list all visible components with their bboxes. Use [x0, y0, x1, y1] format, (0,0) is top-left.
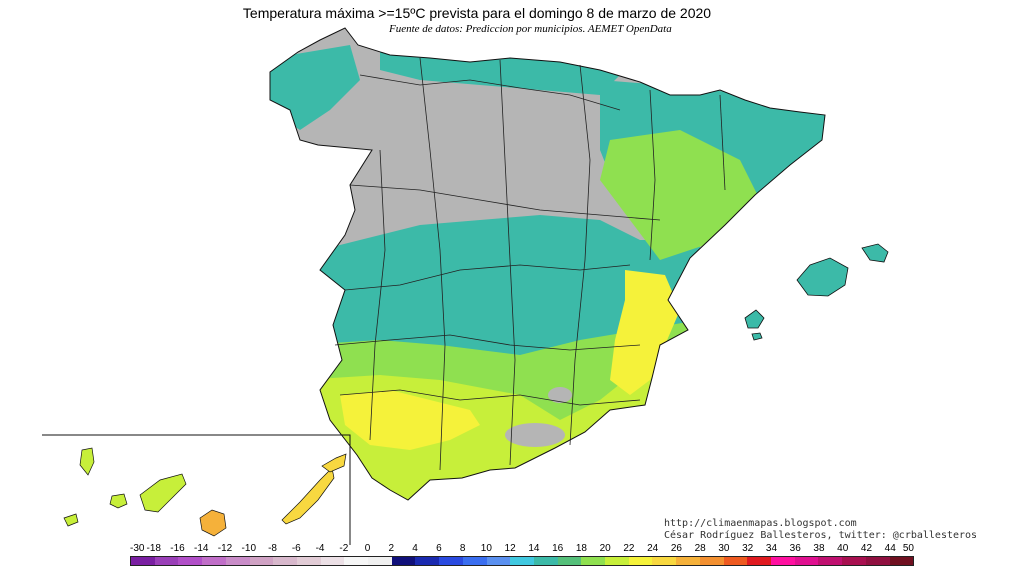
- legend-tick-label: 44: [884, 543, 896, 554]
- balearic-islands: [744, 243, 889, 341]
- island-tenerife: [139, 473, 187, 513]
- legend-swatch: [699, 557, 724, 565]
- island-mallorca: [796, 257, 849, 297]
- legend-tick-label: 26: [670, 543, 682, 554]
- legend-swatch: [462, 557, 487, 565]
- island-gran-canaria: [199, 509, 227, 537]
- legend-swatch: [154, 557, 179, 565]
- legend-tick-label: -10: [241, 543, 257, 554]
- zone-yellow-valencia: [610, 270, 680, 395]
- legend-tick-label: 30: [718, 543, 730, 554]
- legend-tick-label: -12: [217, 543, 233, 554]
- legend-swatch: [723, 557, 748, 565]
- island-ibiza: [744, 309, 765, 329]
- legend-swatch: [415, 557, 440, 565]
- legend-swatch: [865, 557, 890, 565]
- island-menorca: [861, 243, 889, 263]
- legend-color-bar: [130, 556, 914, 566]
- province-borders: [334, 57, 726, 471]
- legend-tick-label: 42: [860, 543, 873, 554]
- legend-tick-label: 50: [902, 543, 914, 554]
- legend-tick-label: 18: [575, 543, 587, 554]
- legend-tick-label: -30: [130, 543, 145, 554]
- legend-tick-label: 28: [694, 543, 706, 554]
- legend-tick-label: 36: [789, 543, 801, 554]
- legend-swatch: [391, 557, 416, 565]
- legend-swatch: [842, 557, 866, 565]
- legend-tick-label: -16: [170, 543, 185, 554]
- legend-tick-label: -4: [315, 543, 325, 554]
- legend-swatch: [178, 557, 203, 565]
- island-formentera: [751, 332, 763, 341]
- legend-swatch: [225, 557, 250, 565]
- legend-swatch: [652, 557, 677, 565]
- legend-swatch: [249, 557, 274, 565]
- legend-tick-label: -14: [194, 543, 209, 554]
- island-fuerteventura: [281, 467, 335, 525]
- legend-swatch: [131, 557, 155, 565]
- legend-swatch: [439, 557, 463, 565]
- island-la-gomera: [109, 493, 128, 509]
- legend-tick-label: 8: [459, 543, 466, 554]
- legend-swatch: [628, 557, 653, 565]
- legend-tick-label: 32: [742, 543, 754, 554]
- legend-tick-label: 2: [388, 543, 395, 554]
- credit-author: César Rodríguez Ballesteros, twitter: @c…: [664, 530, 978, 541]
- legend-tick-label: 22: [623, 543, 635, 554]
- legend-labels: -30 -18 -16 -14 -12 -10 -8 -6 -4 -2 0 2 4 6 8 10 12 14 16 1…: [130, 543, 914, 555]
- map-title: Temperatura máxima >=15ºC prevista para …: [242, 5, 712, 21]
- legend-tick-label: 38: [813, 543, 825, 554]
- legend-swatch: [770, 557, 795, 565]
- legend-tick-label: 40: [837, 543, 849, 554]
- legend-swatch: [510, 557, 534, 565]
- legend-swatch: [557, 557, 582, 565]
- peninsula: [269, 27, 826, 501]
- legend-swatch: [202, 557, 226, 565]
- legend-tick-label: 4: [412, 543, 418, 554]
- legend-tick-label: -18: [146, 543, 161, 554]
- zone-gray-cazorla: [548, 387, 572, 403]
- island-la-palma: [79, 447, 95, 476]
- legend-tick-label: 24: [647, 543, 659, 554]
- legend-swatch: [889, 557, 914, 565]
- legend-swatch: [344, 557, 369, 565]
- legend-tick-label: -6: [291, 543, 301, 554]
- legend-tick-label: 12: [504, 543, 516, 554]
- legend-swatch: [581, 557, 606, 565]
- canary-islands-inset: [42, 434, 351, 545]
- legend-swatch: [605, 557, 629, 565]
- legend-tick-label: 20: [599, 543, 611, 554]
- legend-tick-label: 6: [436, 543, 442, 554]
- legend-swatch: [368, 557, 392, 565]
- island-lanzarote: [321, 453, 347, 473]
- legend-tick-label: 14: [528, 543, 540, 554]
- legend-tick-label: -8: [268, 543, 277, 554]
- island-el-hierro: [63, 513, 79, 527]
- legend-swatch: [533, 557, 558, 565]
- legend-swatch: [676, 557, 700, 565]
- inset-frame: [42, 434, 351, 545]
- legend-swatch: [320, 557, 345, 565]
- legend-swatch: [747, 557, 771, 565]
- legend-tick-label: 10: [480, 543, 492, 554]
- legend-tick-label: -2: [339, 543, 349, 554]
- legend-swatch: [296, 557, 321, 565]
- legend-tick-label: 34: [765, 543, 778, 554]
- legend-swatch: [273, 557, 297, 565]
- legend-swatch: [818, 557, 843, 565]
- zone-yellow-guadalquivir: [340, 390, 480, 450]
- map-subtitle: Fuente de datos: Prediccion por municipi…: [389, 23, 672, 35]
- legend-tick-label: 16: [552, 543, 564, 554]
- legend-swatch: [794, 557, 819, 565]
- zone-gray-sierra-nevada: [505, 423, 565, 447]
- peninsula-outline: [269, 27, 826, 501]
- credit-url: http://climaenmapas.blogspot.com: [664, 518, 857, 529]
- zone-green-ebro: [600, 130, 760, 260]
- legend-tick-label: 0: [364, 543, 371, 554]
- legend-swatch: [486, 557, 511, 565]
